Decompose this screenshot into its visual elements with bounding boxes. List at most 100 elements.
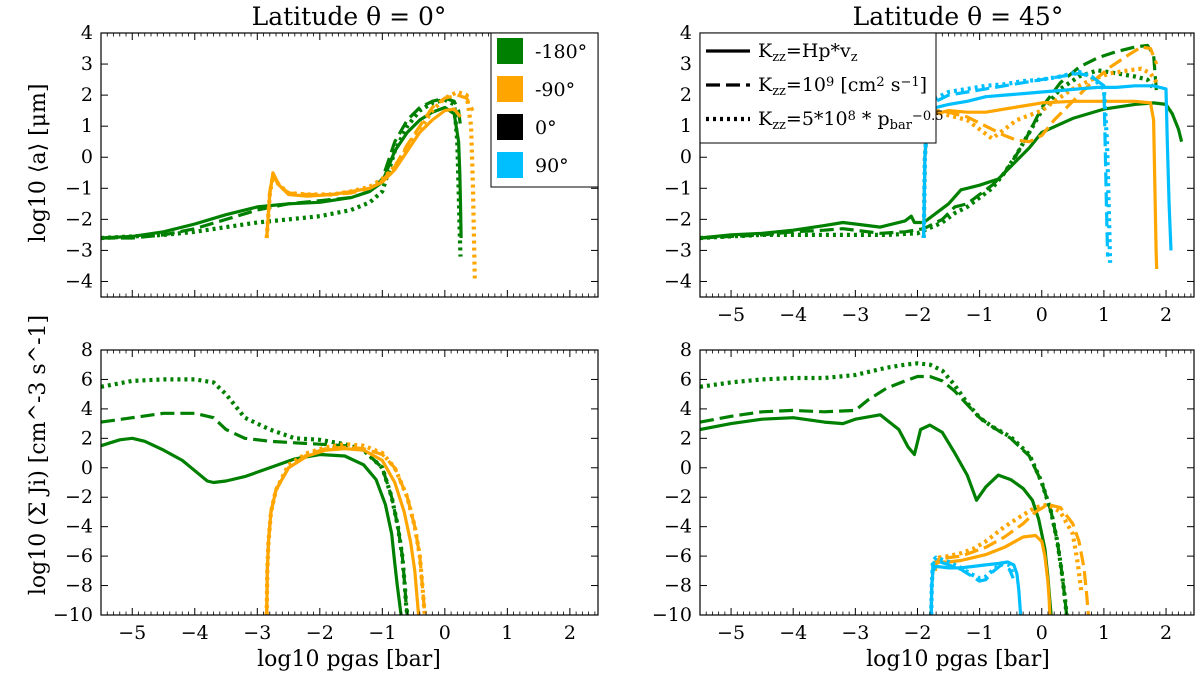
legend-swatch xyxy=(497,76,523,102)
legend-swatch xyxy=(497,152,523,178)
series-line-p2-3 xyxy=(922,99,1159,270)
x-tick-label: −2 xyxy=(903,622,931,644)
y-tick-label: 4 xyxy=(680,22,692,44)
x-tick-label: 1 xyxy=(1098,622,1110,644)
panel-p2: −5 −4 −3 −2 −1 0 1 2 −4 −3 −2 −1 0 1 2 3 4 Kzz=Hp*vz Kzz=1… xyxy=(664,22,1195,326)
y-tick-label: 2 xyxy=(81,84,93,106)
y-tick-label: −6 xyxy=(664,545,692,567)
y-tick-label: 0 xyxy=(680,146,692,168)
xlabel-right: log10 pgas [bar] xyxy=(866,647,1050,672)
x-tick-label: −5 xyxy=(717,622,745,644)
legend-label: -180° xyxy=(535,41,587,63)
panel-title-left: Latitude θ = 0° xyxy=(252,2,447,31)
y-tick-label: 1 xyxy=(680,115,692,137)
series-line-p4-6 xyxy=(929,560,1023,615)
x-tick-label: −5 xyxy=(118,622,146,644)
y-tick-label: 0 xyxy=(81,457,93,479)
series-line-p1-3 xyxy=(265,107,462,239)
x-tick-label: 0 xyxy=(1036,622,1048,644)
y-tick-label: −2 xyxy=(65,486,93,508)
y-tick-label: −4 xyxy=(65,270,93,292)
y-tick-label: −1 xyxy=(65,177,93,199)
series-group xyxy=(700,361,1090,615)
series-line-p1-5 xyxy=(264,89,477,279)
series-line-p4-4 xyxy=(933,503,1090,615)
legend-label: Kzz=5*108 * pbar−0.5 xyxy=(758,108,944,133)
ylabel-top: log10 ⟨a⟩ [μm] xyxy=(26,84,51,243)
x-tick-label: 0 xyxy=(1036,304,1048,326)
series-group xyxy=(101,377,427,615)
x-tick-label: −2 xyxy=(306,622,334,644)
series-line-p3-0 xyxy=(101,436,403,615)
y-tick-label: 4 xyxy=(81,22,93,44)
y-tick-label: −2 xyxy=(664,208,692,230)
x-tick-label: −1 xyxy=(966,622,994,644)
x-tick-label: −2 xyxy=(903,304,931,326)
axes-frame xyxy=(699,32,1195,298)
y-tick-label: 6 xyxy=(81,368,93,390)
y-tick-label: 4 xyxy=(81,398,93,420)
axes-frame xyxy=(100,349,599,616)
y-tick-label: 3 xyxy=(680,53,692,75)
y-tick-label: 8 xyxy=(81,339,93,361)
x-tick-label: −3 xyxy=(841,304,869,326)
y-tick-label: −6 xyxy=(65,545,93,567)
series-line-p3-3 xyxy=(265,447,421,615)
series-line-p4-3 xyxy=(933,533,1052,615)
x-tick-label: −4 xyxy=(779,622,807,644)
x-tick-label: −4 xyxy=(181,622,209,644)
x-tick-label: −1 xyxy=(966,304,994,326)
y-tick-label: −1 xyxy=(664,177,692,199)
series-line-p4-1 xyxy=(700,374,1069,615)
legend-swatch xyxy=(497,38,523,64)
y-tick-label: −4 xyxy=(664,270,692,292)
y-tick-label: 6 xyxy=(680,368,692,390)
series-line-p4-2 xyxy=(700,361,1069,615)
y-tick-label: −8 xyxy=(65,575,93,597)
series-line-p1-2 xyxy=(101,97,463,257)
y-tick-label: −2 xyxy=(65,208,93,230)
x-tick-label: 2 xyxy=(564,622,576,644)
y-tick-label: −8 xyxy=(664,575,692,597)
legend-label: Kzz=Hp*vz xyxy=(758,40,858,65)
series-line-p4-8 xyxy=(929,555,1016,615)
series-line-p3-4 xyxy=(265,445,427,615)
x-tick-label: −5 xyxy=(717,304,745,326)
y-tick-label: −2 xyxy=(664,486,692,508)
ylabel-bottom: log10 (Σ Ji) [cm^-3 s^-1] xyxy=(26,315,51,595)
y-tick-label: 2 xyxy=(680,84,692,106)
y-tick-label: −3 xyxy=(664,239,692,261)
y-tick-label: −10 xyxy=(652,604,692,626)
x-tick-label: −3 xyxy=(841,622,869,644)
y-tick-label: 2 xyxy=(680,427,692,449)
series-line-p4-5 xyxy=(932,502,1084,594)
x-tick-label: −3 xyxy=(243,622,271,644)
panel-title-right: Latitude θ = 45° xyxy=(853,2,1064,31)
series-line-p1-1 xyxy=(101,96,463,240)
y-tick-label: 3 xyxy=(81,53,93,75)
y-tick-label: 1 xyxy=(81,115,93,137)
x-tick-label: −1 xyxy=(368,622,396,644)
y-tick-label: 2 xyxy=(81,427,93,449)
x-tick-label: 2 xyxy=(1160,622,1172,644)
series-line-p3-5 xyxy=(264,442,427,615)
panel-p1: −4 −3 −2 −1 0 1 2 3 4 -180° -90° 0° 90° xyxy=(65,22,599,298)
x-tick-label: 0 xyxy=(439,622,451,644)
y-tick-label: 0 xyxy=(81,146,93,168)
legend-swatch xyxy=(497,114,523,140)
legend-label: -90° xyxy=(535,79,575,101)
series-group xyxy=(101,89,477,279)
axes-frame xyxy=(699,349,1195,616)
y-tick-label: −3 xyxy=(65,239,93,261)
x-tick-label: 2 xyxy=(1160,304,1172,326)
y-tick-label: 8 xyxy=(680,339,692,361)
y-tick-label: −4 xyxy=(664,516,692,538)
x-tick-label: −4 xyxy=(779,304,807,326)
legend-label: 90° xyxy=(535,155,569,177)
series-line-p2-2 xyxy=(700,68,1156,241)
y-tick-label: 0 xyxy=(680,457,692,479)
series-line-p2-1 xyxy=(700,43,1159,240)
